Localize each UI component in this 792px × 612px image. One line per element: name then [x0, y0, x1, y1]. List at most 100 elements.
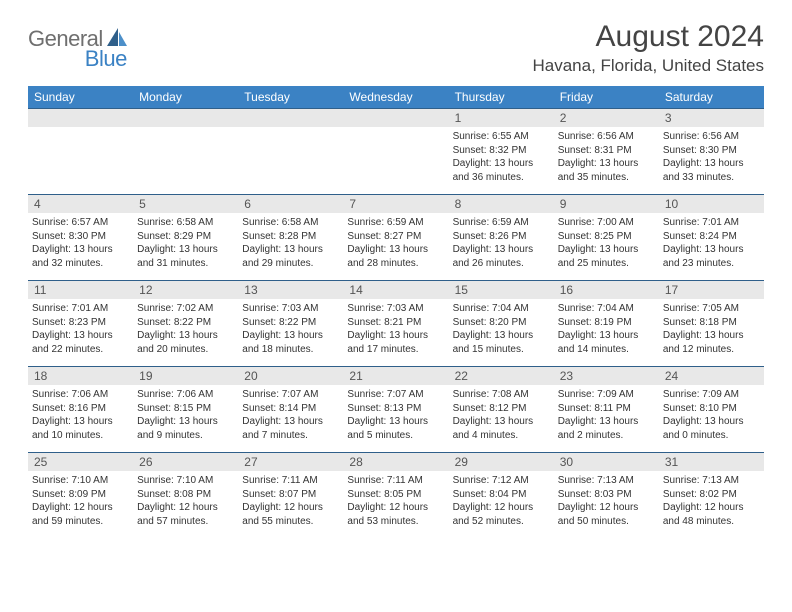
day-number: 21: [343, 367, 448, 385]
calendar-day-cell: 23Sunrise: 7:09 AMSunset: 8:11 PMDayligh…: [554, 367, 659, 453]
logo-text-blue: Blue: [85, 46, 127, 72]
day-number: 6: [238, 195, 343, 213]
calendar-day-cell: 12Sunrise: 7:02 AMSunset: 8:22 PMDayligh…: [133, 281, 238, 367]
day-detail: Sunrise: 7:10 AMSunset: 8:08 PMDaylight:…: [133, 471, 238, 532]
day-detail: Sunrise: 6:57 AMSunset: 8:30 PMDaylight:…: [28, 213, 133, 274]
calendar-week-row: 18Sunrise: 7:06 AMSunset: 8:16 PMDayligh…: [28, 367, 764, 453]
day-number: 23: [554, 367, 659, 385]
calendar-day-cell: 2Sunrise: 6:56 AMSunset: 8:31 PMDaylight…: [554, 109, 659, 195]
calendar-day-cell: 13Sunrise: 7:03 AMSunset: 8:22 PMDayligh…: [238, 281, 343, 367]
day-detail: Sunrise: 7:11 AMSunset: 8:07 PMDaylight:…: [238, 471, 343, 532]
calendar-week-row: 4Sunrise: 6:57 AMSunset: 8:30 PMDaylight…: [28, 195, 764, 281]
calendar-day-cell: 27Sunrise: 7:11 AMSunset: 8:07 PMDayligh…: [238, 453, 343, 539]
day-number: 24: [659, 367, 764, 385]
day-number: 10: [659, 195, 764, 213]
day-number: 30: [554, 453, 659, 471]
day-number: 15: [449, 281, 554, 299]
calendar-day-cell: [238, 109, 343, 195]
day-detail: [238, 127, 343, 134]
day-detail: Sunrise: 7:03 AMSunset: 8:22 PMDaylight:…: [238, 299, 343, 360]
day-number: 16: [554, 281, 659, 299]
day-detail: Sunrise: 7:07 AMSunset: 8:14 PMDaylight:…: [238, 385, 343, 446]
calendar-day-cell: 30Sunrise: 7:13 AMSunset: 8:03 PMDayligh…: [554, 453, 659, 539]
day-detail: Sunrise: 6:59 AMSunset: 8:26 PMDaylight:…: [449, 213, 554, 274]
logo: General Blue: [28, 20, 129, 52]
day-detail: Sunrise: 7:11 AMSunset: 8:05 PMDaylight:…: [343, 471, 448, 532]
day-detail: Sunrise: 7:06 AMSunset: 8:16 PMDaylight:…: [28, 385, 133, 446]
day-number: 25: [28, 453, 133, 471]
calendar-day-cell: 24Sunrise: 7:09 AMSunset: 8:10 PMDayligh…: [659, 367, 764, 453]
day-detail: Sunrise: 7:07 AMSunset: 8:13 PMDaylight:…: [343, 385, 448, 446]
calendar-day-cell: 17Sunrise: 7:05 AMSunset: 8:18 PMDayligh…: [659, 281, 764, 367]
day-header: Tuesday: [238, 86, 343, 109]
calendar-day-cell: 28Sunrise: 7:11 AMSunset: 8:05 PMDayligh…: [343, 453, 448, 539]
day-number: 31: [659, 453, 764, 471]
calendar-day-cell: 15Sunrise: 7:04 AMSunset: 8:20 PMDayligh…: [449, 281, 554, 367]
day-number: [133, 109, 238, 127]
day-number: 19: [133, 367, 238, 385]
day-detail: Sunrise: 7:01 AMSunset: 8:23 PMDaylight:…: [28, 299, 133, 360]
day-detail: Sunrise: 7:03 AMSunset: 8:21 PMDaylight:…: [343, 299, 448, 360]
calendar-day-cell: 21Sunrise: 7:07 AMSunset: 8:13 PMDayligh…: [343, 367, 448, 453]
day-detail: Sunrise: 7:02 AMSunset: 8:22 PMDaylight:…: [133, 299, 238, 360]
day-header: Thursday: [449, 86, 554, 109]
day-number: [28, 109, 133, 127]
day-number: 12: [133, 281, 238, 299]
day-detail: Sunrise: 7:12 AMSunset: 8:04 PMDaylight:…: [449, 471, 554, 532]
day-detail: Sunrise: 6:58 AMSunset: 8:28 PMDaylight:…: [238, 213, 343, 274]
calendar-day-cell: 11Sunrise: 7:01 AMSunset: 8:23 PMDayligh…: [28, 281, 133, 367]
day-number: 1: [449, 109, 554, 127]
day-number: 29: [449, 453, 554, 471]
calendar-day-cell: 31Sunrise: 7:13 AMSunset: 8:02 PMDayligh…: [659, 453, 764, 539]
calendar-day-cell: 10Sunrise: 7:01 AMSunset: 8:24 PMDayligh…: [659, 195, 764, 281]
calendar-day-cell: 1Sunrise: 6:55 AMSunset: 8:32 PMDaylight…: [449, 109, 554, 195]
calendar-day-cell: 7Sunrise: 6:59 AMSunset: 8:27 PMDaylight…: [343, 195, 448, 281]
day-detail: Sunrise: 6:59 AMSunset: 8:27 PMDaylight:…: [343, 213, 448, 274]
calendar-day-cell: 16Sunrise: 7:04 AMSunset: 8:19 PMDayligh…: [554, 281, 659, 367]
day-number: 9: [554, 195, 659, 213]
calendar-day-cell: 25Sunrise: 7:10 AMSunset: 8:09 PMDayligh…: [28, 453, 133, 539]
day-detail: Sunrise: 7:05 AMSunset: 8:18 PMDaylight:…: [659, 299, 764, 360]
header: General Blue August 2024 Havana, Florida…: [28, 20, 764, 76]
calendar-day-cell: 8Sunrise: 6:59 AMSunset: 8:26 PMDaylight…: [449, 195, 554, 281]
day-number: 5: [133, 195, 238, 213]
day-detail: [343, 127, 448, 134]
day-number: 17: [659, 281, 764, 299]
page-title: August 2024: [532, 20, 764, 54]
calendar-day-cell: 29Sunrise: 7:12 AMSunset: 8:04 PMDayligh…: [449, 453, 554, 539]
day-number: [343, 109, 448, 127]
day-detail: Sunrise: 6:55 AMSunset: 8:32 PMDaylight:…: [449, 127, 554, 188]
day-header: Saturday: [659, 86, 764, 109]
day-detail: [133, 127, 238, 134]
day-detail: Sunrise: 7:00 AMSunset: 8:25 PMDaylight:…: [554, 213, 659, 274]
day-number: 8: [449, 195, 554, 213]
day-number: 27: [238, 453, 343, 471]
day-number: 22: [449, 367, 554, 385]
day-number: 14: [343, 281, 448, 299]
day-number: 13: [238, 281, 343, 299]
calendar-day-cell: 4Sunrise: 6:57 AMSunset: 8:30 PMDaylight…: [28, 195, 133, 281]
day-number: 4: [28, 195, 133, 213]
day-header: Wednesday: [343, 86, 448, 109]
day-detail: [28, 127, 133, 134]
day-detail: Sunrise: 6:56 AMSunset: 8:31 PMDaylight:…: [554, 127, 659, 188]
calendar-day-cell: [343, 109, 448, 195]
calendar-day-cell: 22Sunrise: 7:08 AMSunset: 8:12 PMDayligh…: [449, 367, 554, 453]
day-detail: Sunrise: 7:01 AMSunset: 8:24 PMDaylight:…: [659, 213, 764, 274]
day-number: [238, 109, 343, 127]
calendar-table: SundayMondayTuesdayWednesdayThursdayFrid…: [28, 86, 764, 539]
calendar-week-row: 11Sunrise: 7:01 AMSunset: 8:23 PMDayligh…: [28, 281, 764, 367]
day-detail: Sunrise: 7:04 AMSunset: 8:20 PMDaylight:…: [449, 299, 554, 360]
day-header: Monday: [133, 86, 238, 109]
calendar-day-cell: 5Sunrise: 6:58 AMSunset: 8:29 PMDaylight…: [133, 195, 238, 281]
calendar-day-cell: [28, 109, 133, 195]
day-detail: Sunrise: 7:09 AMSunset: 8:10 PMDaylight:…: [659, 385, 764, 446]
calendar-day-cell: [133, 109, 238, 195]
day-number: 11: [28, 281, 133, 299]
day-detail: Sunrise: 7:04 AMSunset: 8:19 PMDaylight:…: [554, 299, 659, 360]
day-number: 7: [343, 195, 448, 213]
calendar-day-cell: 6Sunrise: 6:58 AMSunset: 8:28 PMDaylight…: [238, 195, 343, 281]
title-block: August 2024 Havana, Florida, United Stat…: [532, 20, 764, 76]
location-subtitle: Havana, Florida, United States: [532, 56, 764, 76]
day-detail: Sunrise: 6:58 AMSunset: 8:29 PMDaylight:…: [133, 213, 238, 274]
